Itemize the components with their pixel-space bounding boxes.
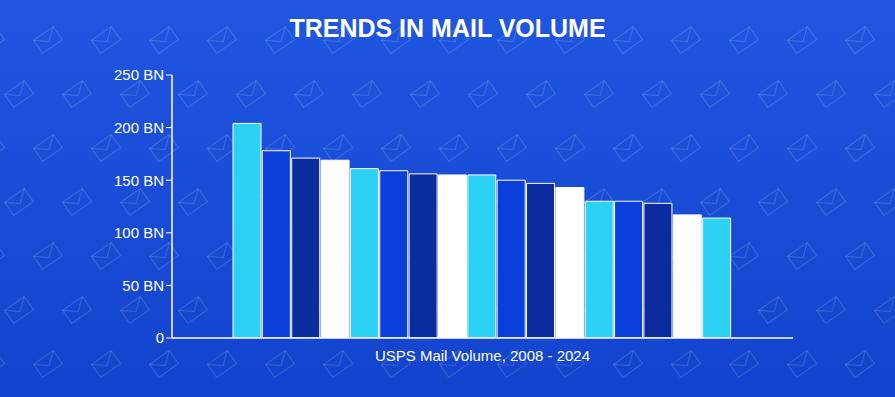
svg-text:USPS Mail Volume, 2008 - 2024: USPS Mail Volume, 2008 - 2024 — [375, 347, 590, 364]
svg-text:0: 0 — [156, 329, 164, 346]
svg-text:50 BN: 50 BN — [122, 277, 164, 294]
html-text:TRENDS IN MAIL VOLUME: TRENDS IN MAIL VOLUME — [289, 14, 606, 42]
svg-text:100 BN: 100 BN — [114, 224, 164, 241]
svg-text:250 BN: 250 BN — [114, 66, 164, 83]
svg-text:200 BN: 200 BN — [114, 119, 164, 136]
svg-text:150 BN: 150 BN — [114, 172, 164, 189]
